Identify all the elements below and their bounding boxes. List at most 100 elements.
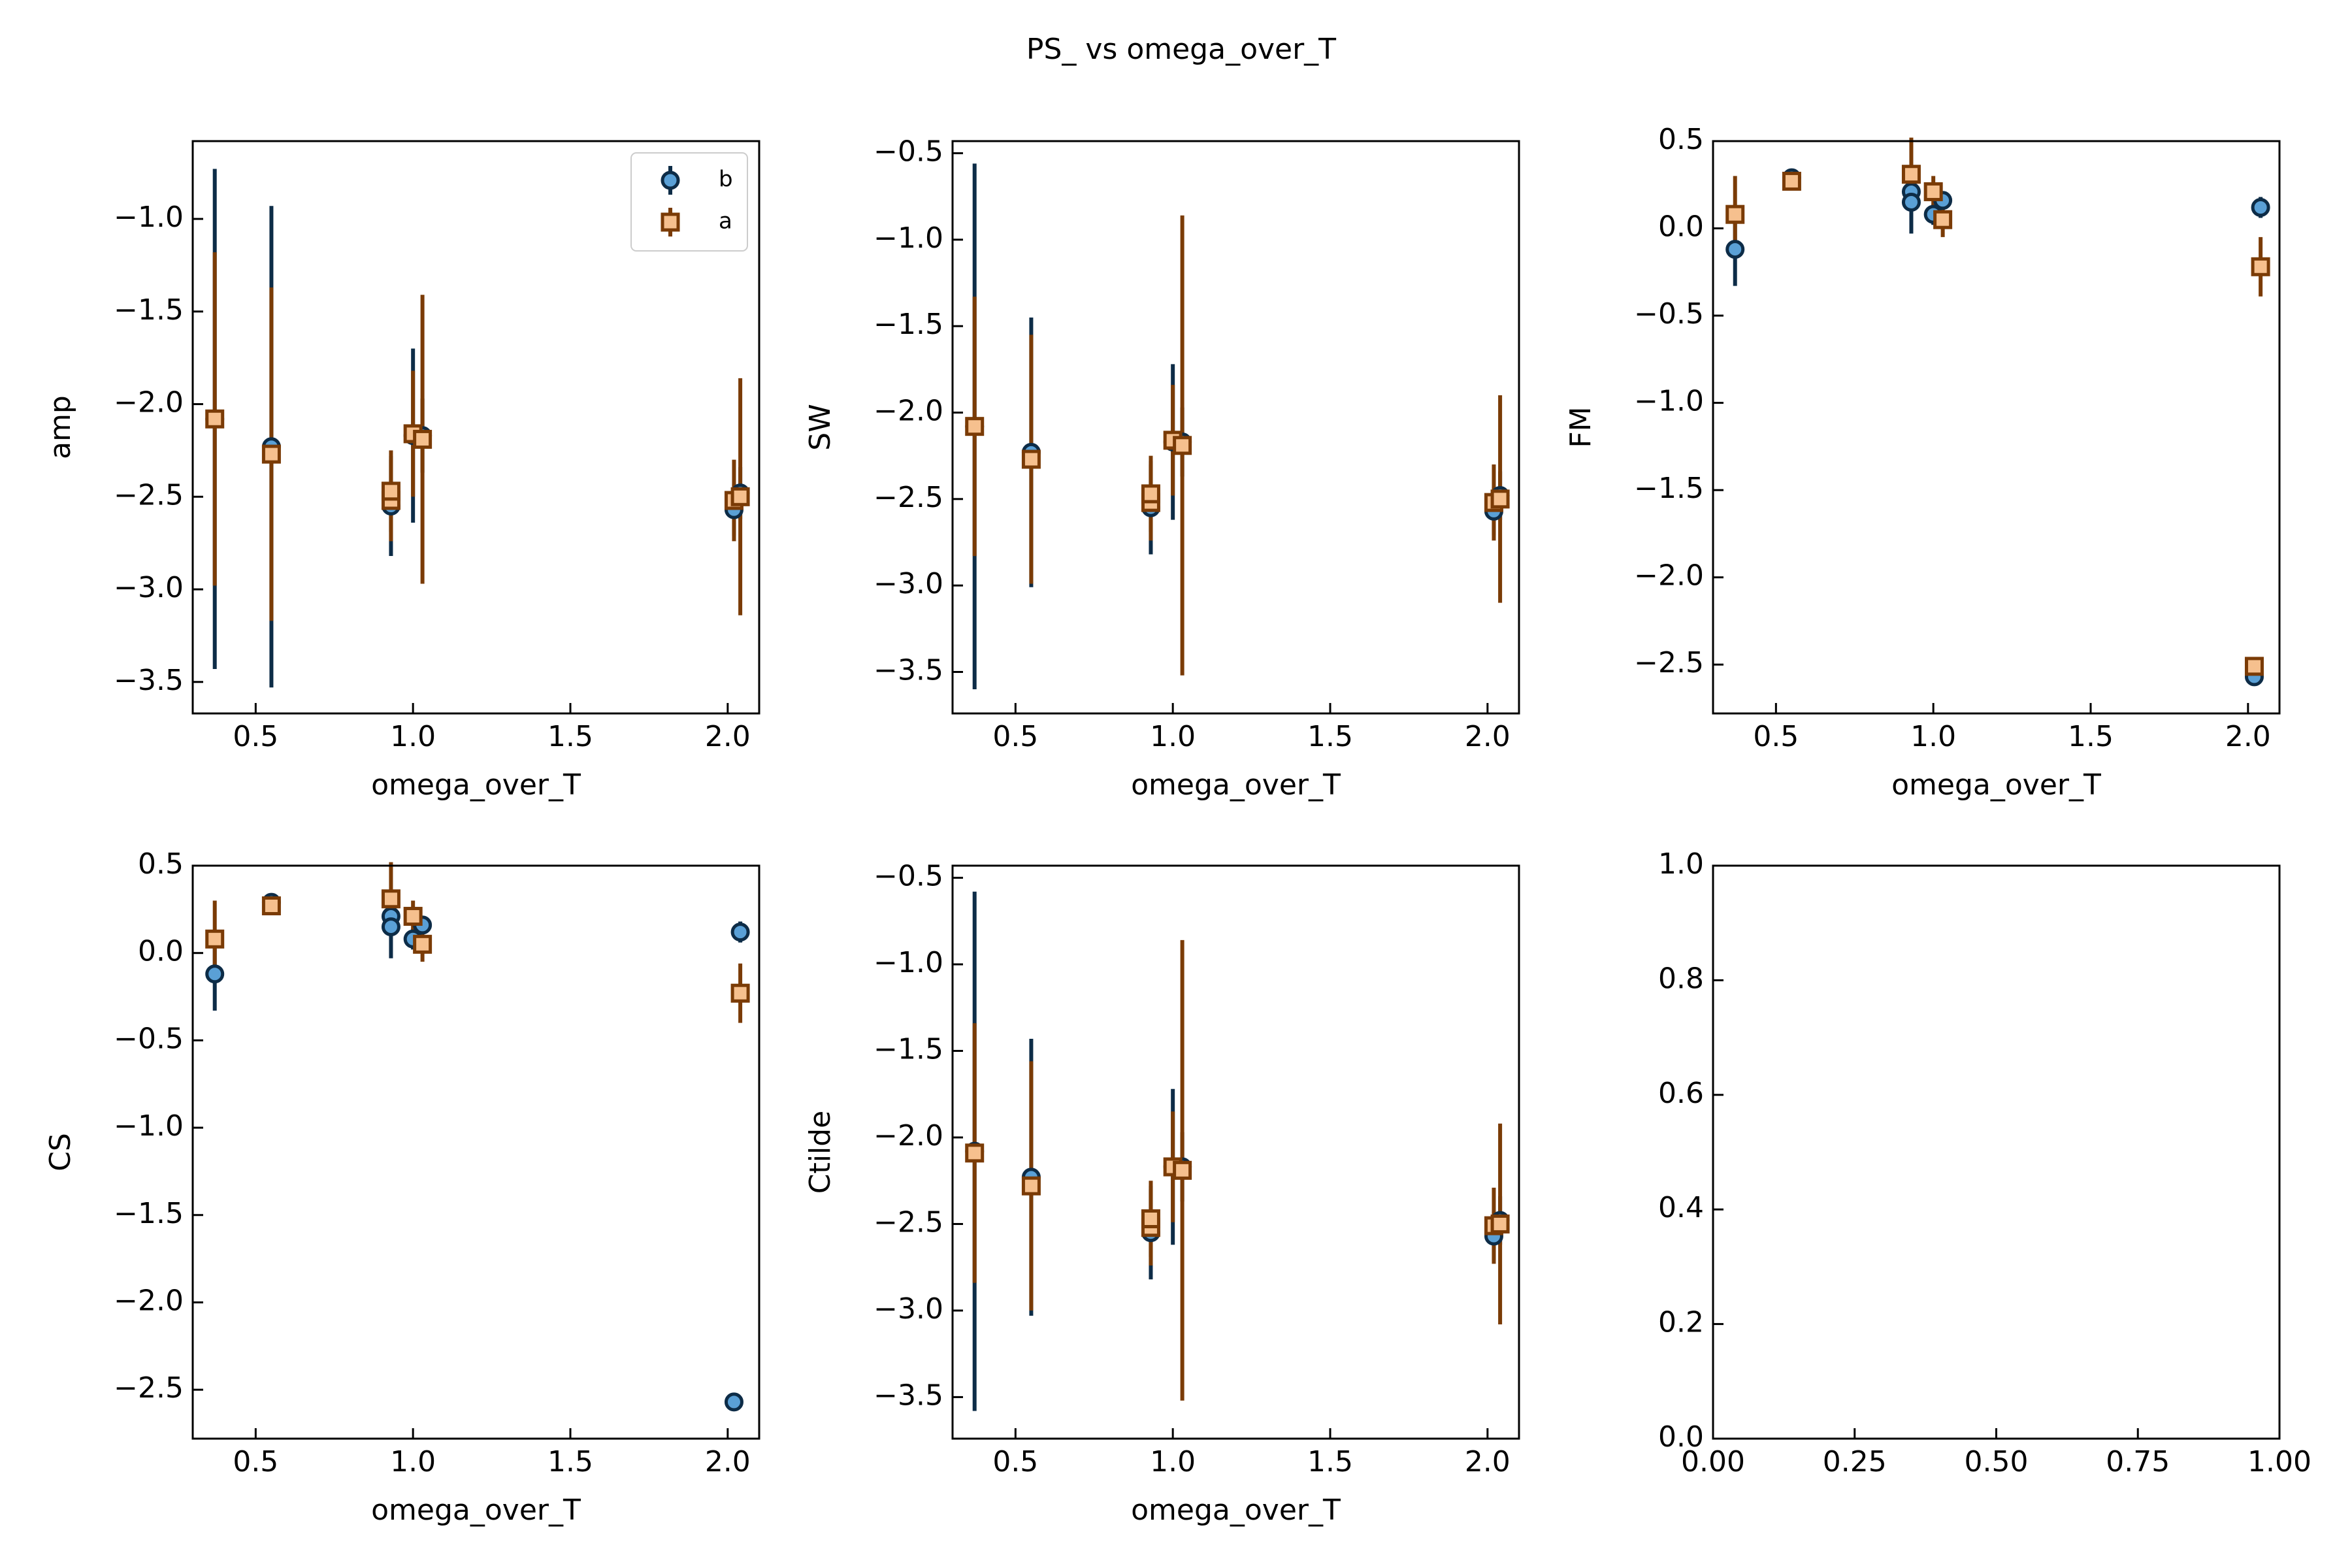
y-tick-label: −2.5 xyxy=(1634,646,1704,679)
y-tick-label: −1.5 xyxy=(874,308,943,341)
figure-title: PS_ vs omega_over_T xyxy=(1026,33,1336,66)
axes-frame xyxy=(951,140,1520,715)
x-tick-label: 2.0 xyxy=(1465,1445,1511,1478)
y-tick-label: −3.0 xyxy=(874,567,943,600)
y-axis-label: CS xyxy=(44,1133,77,1171)
legend-label-a: a xyxy=(719,208,732,235)
data-point-a xyxy=(1782,171,1801,191)
y-tick-label: 0.0 xyxy=(1658,1420,1704,1454)
y-tick-label: −2.0 xyxy=(114,1284,184,1317)
x-axis-label: omega_over_T xyxy=(1131,1494,1341,1527)
legend-box xyxy=(630,152,748,252)
x-tick-label: 0.5 xyxy=(233,1445,278,1478)
y-tick-label: −3.5 xyxy=(114,664,184,697)
y-tick-label: 0.5 xyxy=(1658,123,1704,156)
x-tick-label: 1.5 xyxy=(1307,1445,1353,1478)
data-point-b xyxy=(205,964,225,984)
data-point-a xyxy=(1021,449,1041,469)
legend-marker-a xyxy=(661,212,680,232)
y-tick-label: −2.0 xyxy=(1634,559,1704,593)
data-point-a xyxy=(965,417,985,436)
panel-amp: 0.5 1.0 1.5 2.0 −3.5 −3.0 −2.5 −2.0 −1.5 −1.0 omeg… xyxy=(44,140,760,802)
x-tick-label: 0.00 xyxy=(1681,1445,1745,1478)
data-point-a xyxy=(1141,1209,1160,1229)
y-tick-label: −0.5 xyxy=(1634,297,1704,331)
y-tick-label: −2.5 xyxy=(114,478,184,512)
y-tick-label: 0.5 xyxy=(138,847,184,881)
data-point-b xyxy=(381,917,400,937)
data-point-a xyxy=(1901,165,1921,184)
y-tick-label: 0.4 xyxy=(1658,1191,1704,1224)
data-point-a xyxy=(730,983,750,1003)
x-tick-label: 0.5 xyxy=(233,720,278,753)
y-tick-label: 0.0 xyxy=(1658,210,1704,244)
panel-FM: 0.5 1.0 1.5 2.0 −2.5 −2.0 −1.5 −1.0 −0.5 0.0 0.5 om… xyxy=(1564,123,2281,802)
axes-frame xyxy=(191,864,760,1440)
y-tick-label: −2.0 xyxy=(874,1119,943,1152)
x-tick-label: 1.5 xyxy=(2068,720,2114,753)
y-tick-label: −1.0 xyxy=(874,221,943,255)
y-tick-label: 0.0 xyxy=(138,935,184,968)
x-tick-label: 2.0 xyxy=(1465,720,1511,753)
axes-frame xyxy=(191,140,760,715)
x-tick-label: 2.0 xyxy=(705,720,751,753)
y-tick-label: −2.5 xyxy=(874,1205,943,1239)
y-tick-label: 1.0 xyxy=(1658,847,1704,881)
y-tick-label: −1.0 xyxy=(1634,385,1704,418)
data-point-a xyxy=(381,889,400,909)
y-tick-label: −2.0 xyxy=(874,395,943,428)
y-tick-label: −3.5 xyxy=(874,1379,943,1412)
axes-frame xyxy=(1712,140,2281,715)
data-point-a xyxy=(205,409,225,429)
data-point-b xyxy=(1901,192,1921,212)
y-tick-label: −2.5 xyxy=(114,1371,184,1405)
x-tick-label: 1.0 xyxy=(390,720,436,753)
data-point-b xyxy=(2251,197,2270,217)
x-axis-label: omega_over_T xyxy=(371,1494,581,1527)
data-point-a xyxy=(403,907,423,926)
data-point-a xyxy=(413,934,433,954)
x-tick-label: 1.0 xyxy=(1910,720,1956,753)
legend-label-b: b xyxy=(719,167,733,193)
data-point-a xyxy=(261,444,281,464)
x-tick-label: 1.0 xyxy=(1150,1445,1196,1478)
data-point-a xyxy=(2244,657,2264,676)
y-tick-label: −3.0 xyxy=(114,571,184,604)
panel-Ctilde: 0.5 1.0 1.5 2.0 −3.5 −3.0 −2.5 −2.0 −1.5 −1.0 −0.5… xyxy=(804,860,1520,1527)
y-axis-label: FM xyxy=(1564,406,1597,448)
y-tick-label: 0.6 xyxy=(1658,1077,1704,1110)
y-tick-label: −2.0 xyxy=(114,386,184,419)
y-tick-label: −0.5 xyxy=(874,135,943,169)
x-tick-label: 0.25 xyxy=(1823,1445,1887,1478)
y-tick-label: −0.5 xyxy=(874,860,943,893)
x-axis-label: omega_over_T xyxy=(371,768,581,802)
data-point-a xyxy=(1141,484,1160,504)
data-point-a xyxy=(1490,1214,1510,1233)
y-tick-label: −1.0 xyxy=(874,946,943,979)
data-point-b xyxy=(730,923,750,942)
y-tick-label: −3.0 xyxy=(874,1292,943,1326)
y-tick-label: 0.8 xyxy=(1658,962,1704,995)
data-point-a xyxy=(1490,489,1510,509)
y-tick-label: −1.5 xyxy=(1634,472,1704,505)
data-point-a xyxy=(1933,210,1953,229)
x-tick-label: 0.5 xyxy=(1753,720,1799,753)
x-tick-label: 1.5 xyxy=(1307,720,1353,753)
data-point-a xyxy=(1021,1176,1041,1196)
x-tick-label: 0.5 xyxy=(992,1445,1038,1478)
x-tick-label: 2.0 xyxy=(705,1445,751,1478)
y-tick-label: −1.5 xyxy=(874,1033,943,1066)
x-tick-label: 0.50 xyxy=(1965,1445,2029,1478)
data-point-a xyxy=(965,1143,985,1163)
data-point-a xyxy=(1173,436,1192,455)
y-axis-label: amp xyxy=(44,395,77,459)
x-tick-label: 0.75 xyxy=(2106,1445,2170,1478)
y-tick-label: −0.5 xyxy=(114,1022,184,1055)
y-tick-label: −1.5 xyxy=(114,1197,184,1230)
data-point-a xyxy=(2251,257,2270,276)
data-point-a xyxy=(1173,1160,1192,1180)
x-axis-label: omega_over_T xyxy=(1891,768,2101,802)
data-point-a xyxy=(261,896,281,915)
y-tick-label: 0.2 xyxy=(1658,1306,1704,1339)
